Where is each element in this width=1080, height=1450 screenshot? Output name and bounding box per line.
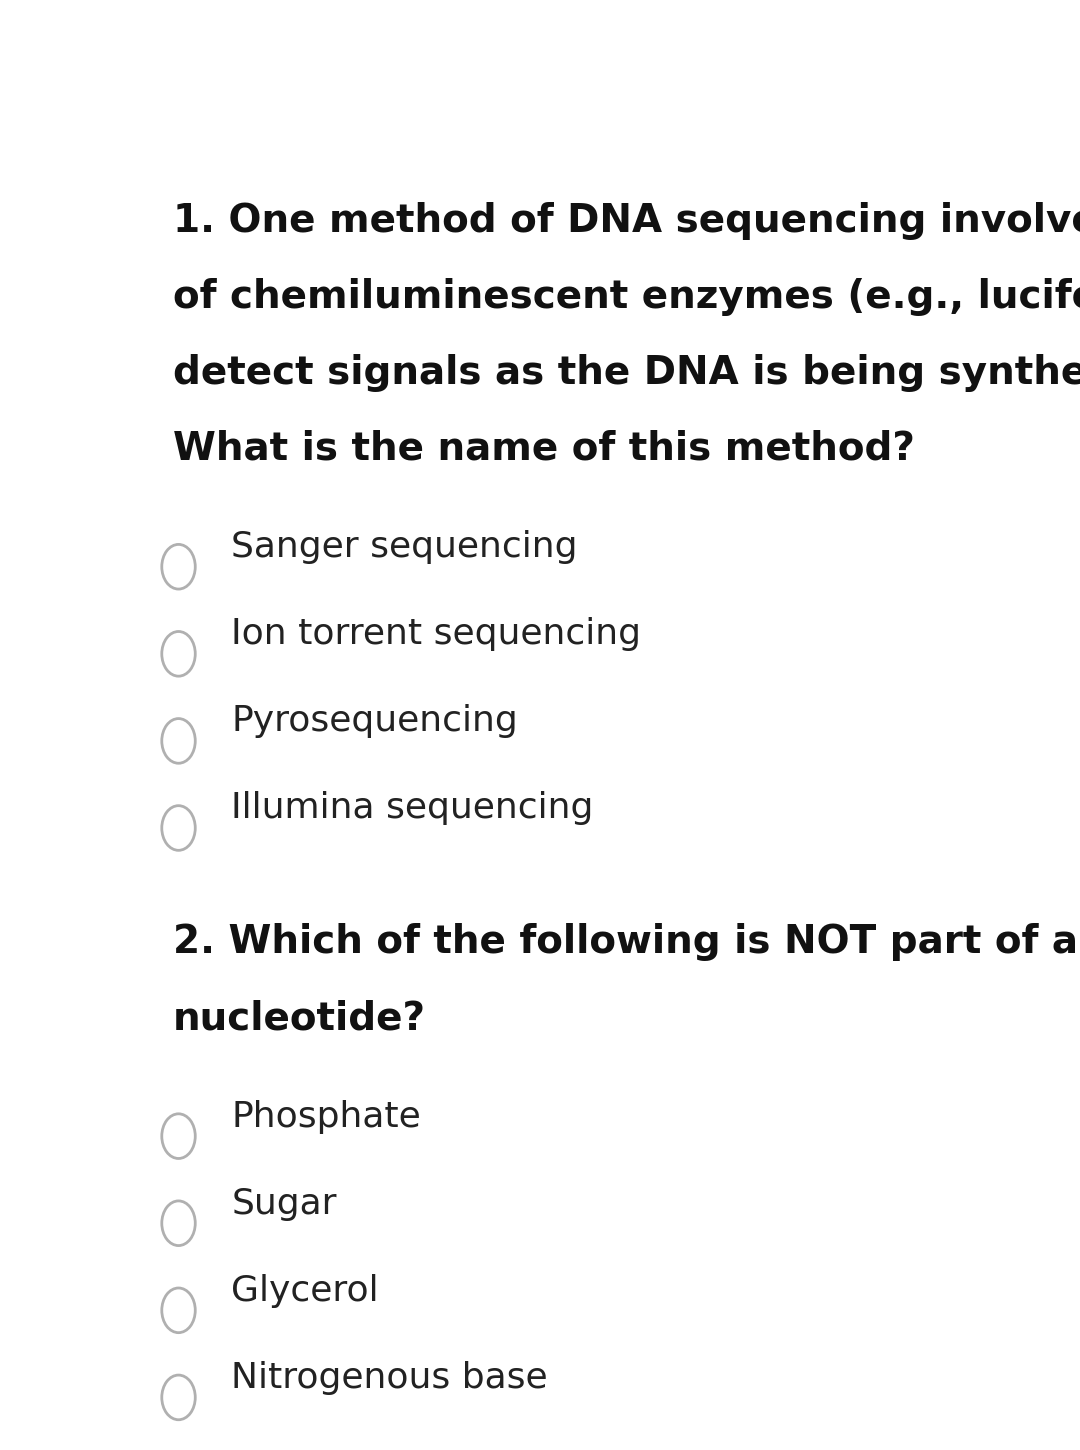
Text: 1. One method of DNA sequencing involves the use: 1. One method of DNA sequencing involves… [173,202,1080,239]
Text: Ion torrent sequencing: Ion torrent sequencing [231,618,642,651]
Text: Illumina sequencing: Illumina sequencing [231,792,594,825]
Text: Pyrosequencing: Pyrosequencing [231,705,518,738]
Text: 2. Which of the following is NOT part of a: 2. Which of the following is NOT part of… [173,924,1078,961]
Text: detect signals as the DNA is being synthesized.: detect signals as the DNA is being synth… [173,354,1080,392]
Text: of chemiluminescent enzymes (e.g., luciferase) to: of chemiluminescent enzymes (e.g., lucif… [173,278,1080,316]
Text: Glycerol: Glycerol [231,1273,379,1308]
Text: Phosphate: Phosphate [231,1099,421,1134]
Text: Sanger sequencing: Sanger sequencing [231,531,578,564]
Text: Nitrogenous base: Nitrogenous base [231,1362,548,1395]
Text: nucleotide?: nucleotide? [173,999,426,1037]
Text: Sugar: Sugar [231,1186,337,1221]
Text: What is the name of this method?: What is the name of this method? [173,429,915,468]
